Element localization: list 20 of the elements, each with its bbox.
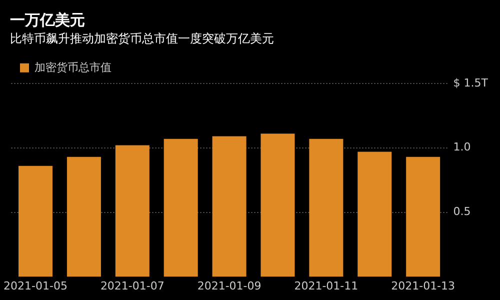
chart-title: 一万亿美元: [10, 10, 85, 29]
bar: [115, 145, 150, 277]
bar: [66, 156, 101, 277]
bar: [309, 138, 344, 277]
y-tick-label: 0.5: [453, 205, 471, 218]
chart-subtitle: 比特币飙升推动加密货币总市值一度突破万亿美元: [10, 31, 274, 46]
x-tick-label: 2021-01-05: [4, 279, 68, 292]
bar: [358, 152, 392, 277]
x-tick-label: 2021-01-11: [294, 279, 358, 292]
x-tick-label: 2021-01-07: [100, 279, 164, 292]
x-tick-label: 2021-01-13: [391, 279, 456, 292]
y-tick-label: $ 1.5T: [453, 76, 488, 90]
y-tick-label: 1.0: [453, 140, 471, 154]
bar: [260, 134, 295, 277]
legend-label: 加密货币总市值: [34, 60, 112, 74]
bar: [212, 136, 246, 277]
bar: [164, 138, 198, 277]
bar: [406, 156, 440, 277]
bar: [18, 166, 53, 277]
x-tick-label: 2021-01-09: [197, 279, 262, 292]
